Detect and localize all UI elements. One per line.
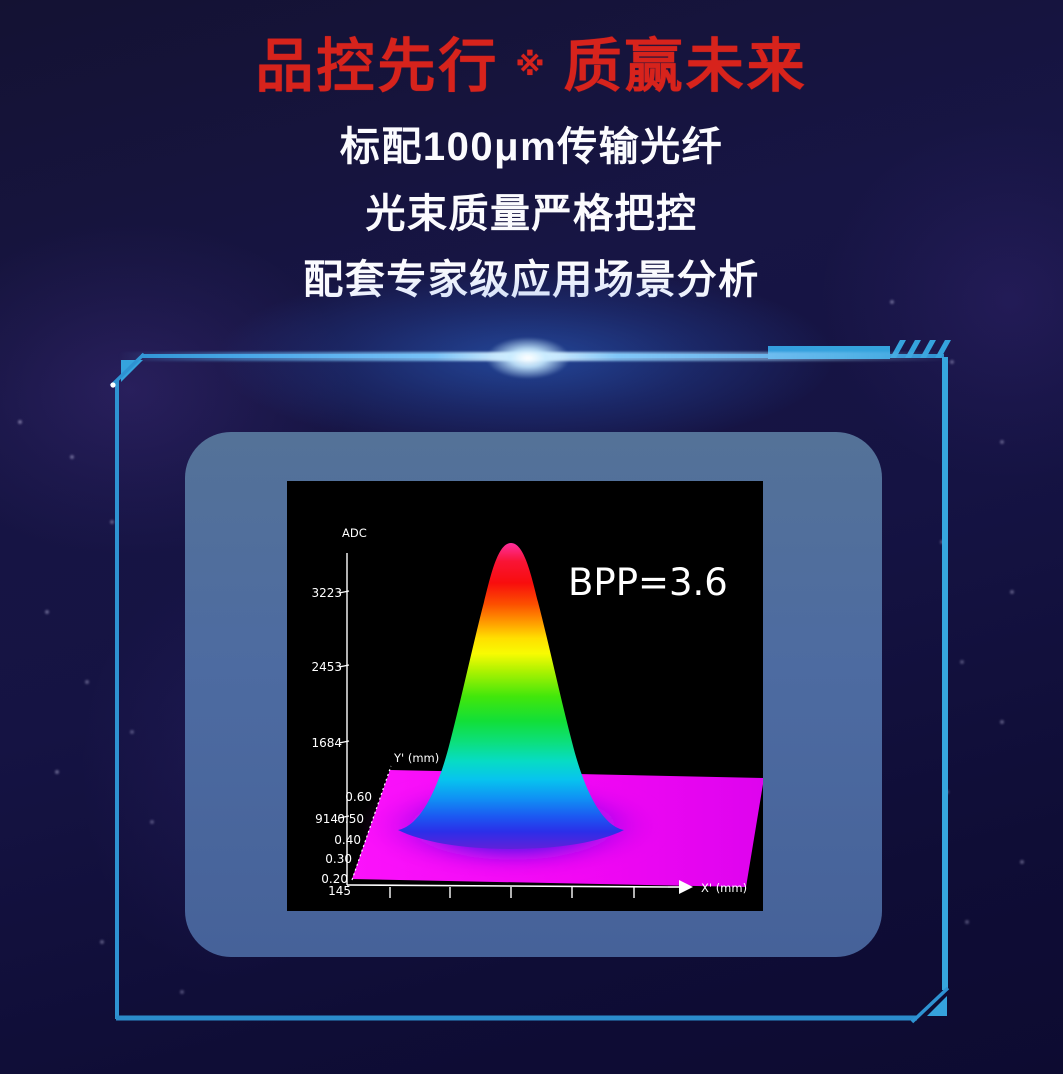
- y-tick-label-3: 0.40: [334, 833, 361, 847]
- subtitle-line-2: 光束质量严格把控: [365, 192, 698, 236]
- frame-corner-dot: [110, 382, 116, 388]
- x-axis-label: X' (mm): [701, 881, 747, 895]
- frame-corner-triangle-bottom-right: [927, 996, 947, 1016]
- z-tick-label-4: 914: [315, 812, 338, 826]
- z-axis-label: ADC: [342, 526, 367, 540]
- z-tick-label-5: 145: [328, 884, 351, 898]
- y-axis-label: Y' (mm): [393, 751, 439, 765]
- z-tick-label-1: 3223: [311, 586, 342, 600]
- y-tick-label-5: 0.20: [321, 872, 348, 886]
- z-tick-label-2: 2453: [311, 660, 342, 674]
- y-tick-label-1: 0.60: [345, 790, 372, 804]
- z-tick-3: [338, 740, 350, 744]
- x-axis-arrow-icon: [679, 880, 693, 894]
- title-part2: 质赢未来: [563, 34, 808, 99]
- title-part1: 品控先行: [255, 34, 500, 99]
- y-tick-label-2: 0.50: [337, 812, 364, 826]
- y-tick-label-4: 0.30: [325, 852, 352, 866]
- gaussian-peak-surface: [398, 543, 624, 849]
- lens-flare-core: [486, 337, 570, 379]
- frame-corner-triangle-top-left: [121, 360, 143, 382]
- reference-mark-icon: ※: [515, 49, 548, 82]
- starfield-soft-dots: [0, 0, 4, 4]
- subtitle-line-1: 标配100μm传输光纤: [339, 125, 724, 169]
- page-title: 品控先行 ※ 质赢未来: [0, 34, 1063, 99]
- bpp-annotation: BPP=3.6: [568, 561, 728, 604]
- frame-chamfer-bottom-right: [910, 986, 950, 1024]
- z-tick-2: [338, 664, 350, 668]
- beam-profile-chart: ADC 3223 2453 1684 914 145 0.60 0.50 0.4…: [287, 481, 763, 911]
- z-tick-label-3: 1684: [311, 736, 342, 750]
- z-tick-1: [338, 590, 350, 594]
- y-axis-dotted-line: [351, 765, 392, 881]
- z-tick-4: [338, 815, 350, 819]
- x-axis-line: [346, 884, 669, 888]
